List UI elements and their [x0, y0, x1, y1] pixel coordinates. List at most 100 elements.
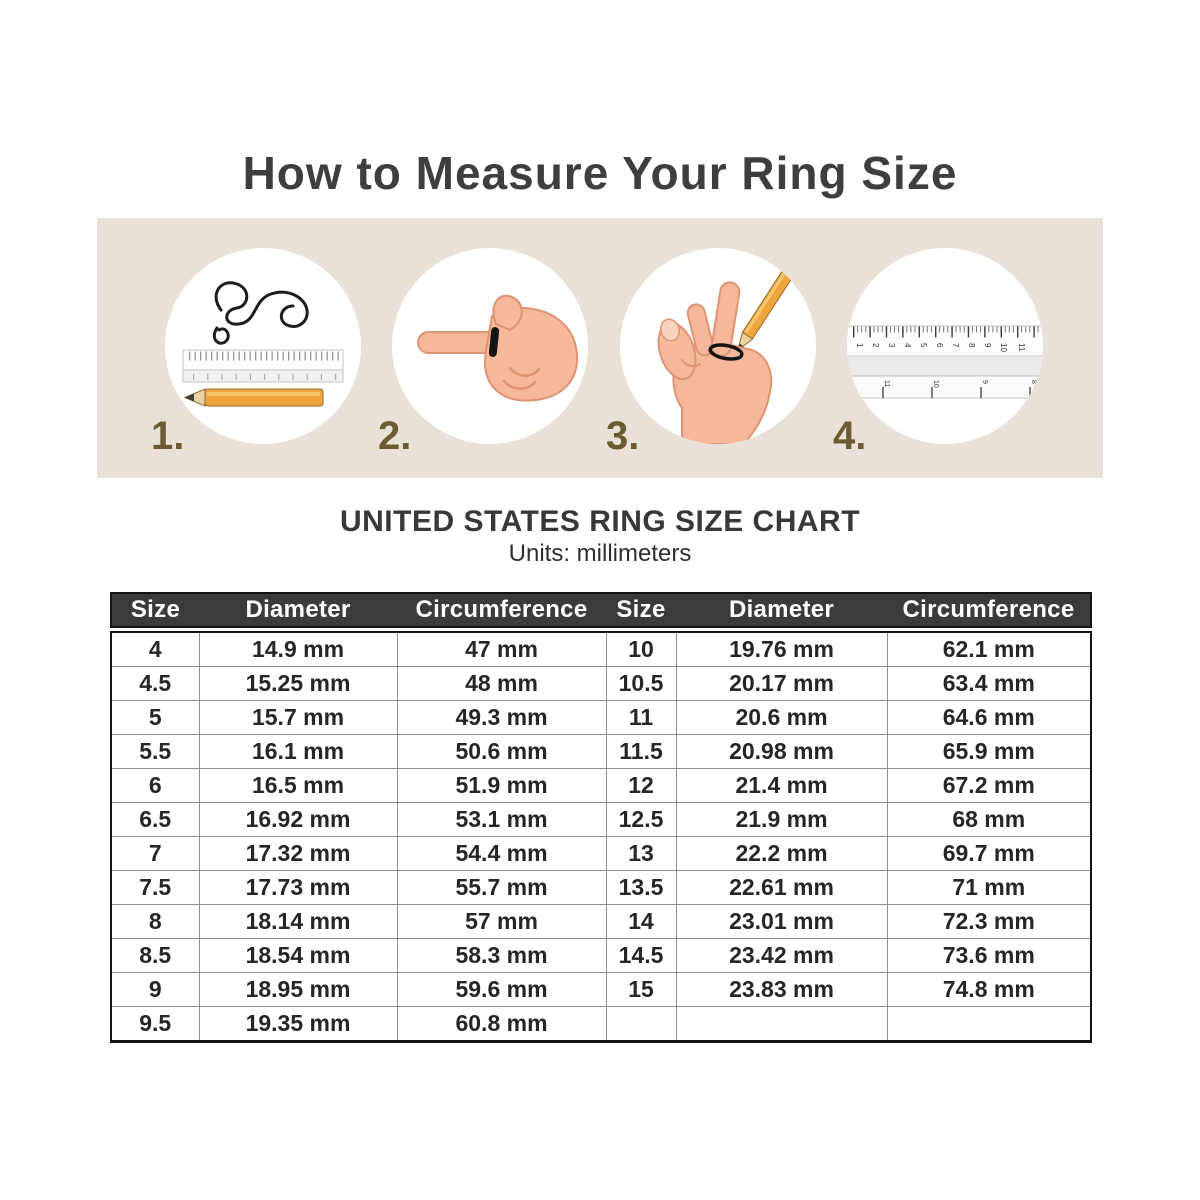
hand-with-pencil-icon	[657, 262, 798, 444]
table-cell: 23.83 mm	[675, 972, 888, 1007]
table-cell: 60.8 mm	[396, 1006, 607, 1042]
table-cell: 20.6 mm	[675, 700, 888, 735]
page-title: How to Measure Your Ring Size	[242, 147, 958, 199]
step-4: 1 2 3 4 5 6 7 8 9 10 11	[831, 218, 1059, 478]
table-cell: 73.6 mm	[886, 938, 1092, 973]
table-cell: 47 mm	[396, 631, 607, 667]
table-cell: 72.3 mm	[886, 904, 1092, 939]
table-cell: 53.1 mm	[396, 802, 607, 837]
table-cell: 8.5	[110, 938, 200, 973]
chart-heading: UNITED STATES RING SIZE CHART	[339, 505, 861, 538]
step-4-number: 4.	[833, 414, 867, 458]
table-cell: 69.7 mm	[886, 836, 1092, 871]
string-ruler-pencil-icon	[182, 281, 344, 407]
table-cell: 4.5	[110, 666, 200, 701]
step-1-number: 1.	[151, 414, 185, 458]
table-cell: 15	[605, 972, 677, 1007]
table-row: 7 17.32 mm 54.4 mm 13 22.2 mm 69.7 mm	[110, 836, 1092, 871]
step-2: 2.	[376, 218, 604, 478]
string-tied-on-finger-icon	[417, 294, 579, 402]
table-cell: 18.95 mm	[198, 972, 398, 1007]
string-icon	[212, 281, 309, 345]
table-row: 7.5 17.73 mm 55.7 mm 13.5 22.61 mm 71 mm	[110, 870, 1092, 905]
svg-text:4: 4	[903, 343, 912, 348]
svg-text:10: 10	[932, 380, 939, 388]
table-cell: 62.1 mm	[886, 631, 1092, 667]
svg-text:3: 3	[887, 343, 896, 348]
step-2-circle	[392, 248, 588, 444]
table-cell: 10.5	[605, 666, 677, 701]
table-cell: 14	[605, 904, 677, 939]
table-cell: 10	[605, 631, 677, 667]
table-cell: 23.01 mm	[675, 904, 888, 939]
table-cell: 71 mm	[886, 870, 1092, 905]
table-cell: 13.5	[605, 870, 677, 905]
table-cell: 11	[605, 700, 677, 735]
table-cell: 9.5	[110, 1006, 200, 1042]
column-header: Diameter	[245, 596, 351, 623]
table-cell: 63.4 mm	[886, 666, 1092, 701]
table-cell: 8	[110, 904, 200, 939]
table-cell: 48 mm	[396, 666, 607, 701]
svg-text:11: 11	[883, 380, 890, 387]
table-cell: 58.3 mm	[396, 938, 607, 973]
table-cell: 6	[110, 768, 200, 803]
table-row: 5.5 16.1 mm 50.6 mm 11.5 20.98 mm 65.9 mm	[110, 734, 1092, 769]
table-cell: 9	[110, 972, 200, 1007]
table-header-row: Size Diameter Circumference Size Diameter Cir…	[111, 593, 1091, 627]
table-cell: 7	[110, 836, 200, 871]
column-header: Diameter	[728, 596, 835, 623]
table-cell: 7.5	[110, 870, 200, 905]
svg-text:5: 5	[919, 343, 928, 348]
measure-with-ruler-icon: 1 2 3 4 5 6 7 8 9 10 11	[847, 325, 1043, 399]
ring-size-table: 4 14.9 mm 47 mm 10 19.76 mm 62.1 mm 4.5 15.25 m…	[110, 631, 1092, 1043]
table-cell: 64.6 mm	[886, 700, 1092, 735]
chart-units: Units: millimeters	[508, 540, 692, 567]
ring-string-band	[488, 327, 500, 357]
table-cell: 14.9 mm	[198, 631, 398, 667]
ring-string-band	[708, 343, 744, 361]
table-cell: 22.61 mm	[675, 870, 888, 905]
svg-text:9: 9	[983, 343, 992, 348]
svg-text:11: 11	[1017, 343, 1026, 352]
svg-text:7: 7	[951, 343, 960, 348]
table-cell: 18.54 mm	[198, 938, 398, 973]
table-cell: 54.4 mm	[396, 836, 607, 871]
table-cell: 67.2 mm	[886, 768, 1092, 803]
column-header: Size	[616, 596, 666, 623]
table-cell: 19.76 mm	[675, 631, 888, 667]
table-cell: 14.5	[605, 938, 677, 973]
table-row: 6.5 16.92 mm 53.1 mm 12.5 21.9 mm 68 mm	[110, 802, 1092, 837]
ruler-icon	[182, 349, 344, 383]
table-row: 9 18.95 mm 59.6 mm 15 23.83 mm 74.8 mm	[110, 972, 1092, 1007]
step-4-circle: 1 2 3 4 5 6 7 8 9 10 11	[847, 248, 1043, 444]
table-cell: 74.8 mm	[886, 972, 1092, 1007]
table-cell: 68 mm	[886, 802, 1092, 837]
table-cell: 18.14 mm	[198, 904, 398, 939]
table-cell: 20.98 mm	[675, 734, 888, 769]
table-cell: 16.92 mm	[198, 802, 398, 837]
table-cell: 15.7 mm	[198, 700, 398, 735]
table-cell: 17.73 mm	[198, 870, 398, 905]
step-3: 3.	[604, 218, 832, 478]
table-cell: 22.2 mm	[675, 836, 888, 871]
table-cell: 19.35 mm	[198, 1006, 398, 1042]
table-cell: 50.6 mm	[396, 734, 607, 769]
table-cell: 11.5	[605, 734, 677, 769]
table-cell: 17.32 mm	[198, 836, 398, 871]
svg-text:1: 1	[855, 343, 864, 348]
svg-text:9: 9	[981, 380, 988, 384]
table-cell: 5	[110, 700, 200, 735]
table-cell: 21.4 mm	[675, 768, 888, 803]
svg-text:8: 8	[1030, 380, 1037, 384]
mark-string-with-pencil-icon	[657, 262, 798, 444]
table-cell	[886, 1006, 1092, 1042]
table-cell: 12.5	[605, 802, 677, 837]
table-cell: 20.17 mm	[675, 666, 888, 701]
table-cell: 65.9 mm	[886, 734, 1092, 769]
table-cell: 16.5 mm	[198, 768, 398, 803]
step-3-number: 3.	[606, 414, 640, 458]
table-row: 5 15.7 mm 49.3 mm 11 20.6 mm 64.6 mm	[110, 700, 1092, 735]
step-2-number: 2.	[378, 414, 412, 458]
